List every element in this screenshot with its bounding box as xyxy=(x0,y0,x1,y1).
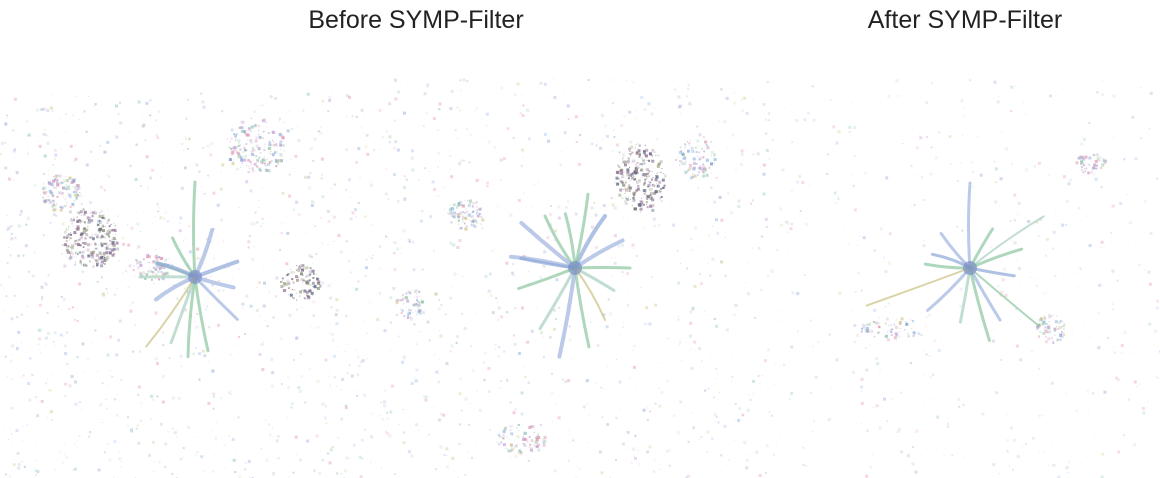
after-filter-label: After SYMP-Filter xyxy=(867,6,1063,34)
before-saliency-map-1 xyxy=(0,92,370,478)
after-saliency-map xyxy=(770,78,1160,478)
saliency-image-1 xyxy=(0,92,370,478)
before-saliency-map-2 xyxy=(370,78,770,478)
before-filter-label: Before SYMP-Filter xyxy=(308,6,524,34)
saliency-image-2 xyxy=(370,78,770,478)
saliency-image-3 xyxy=(770,79,1160,478)
